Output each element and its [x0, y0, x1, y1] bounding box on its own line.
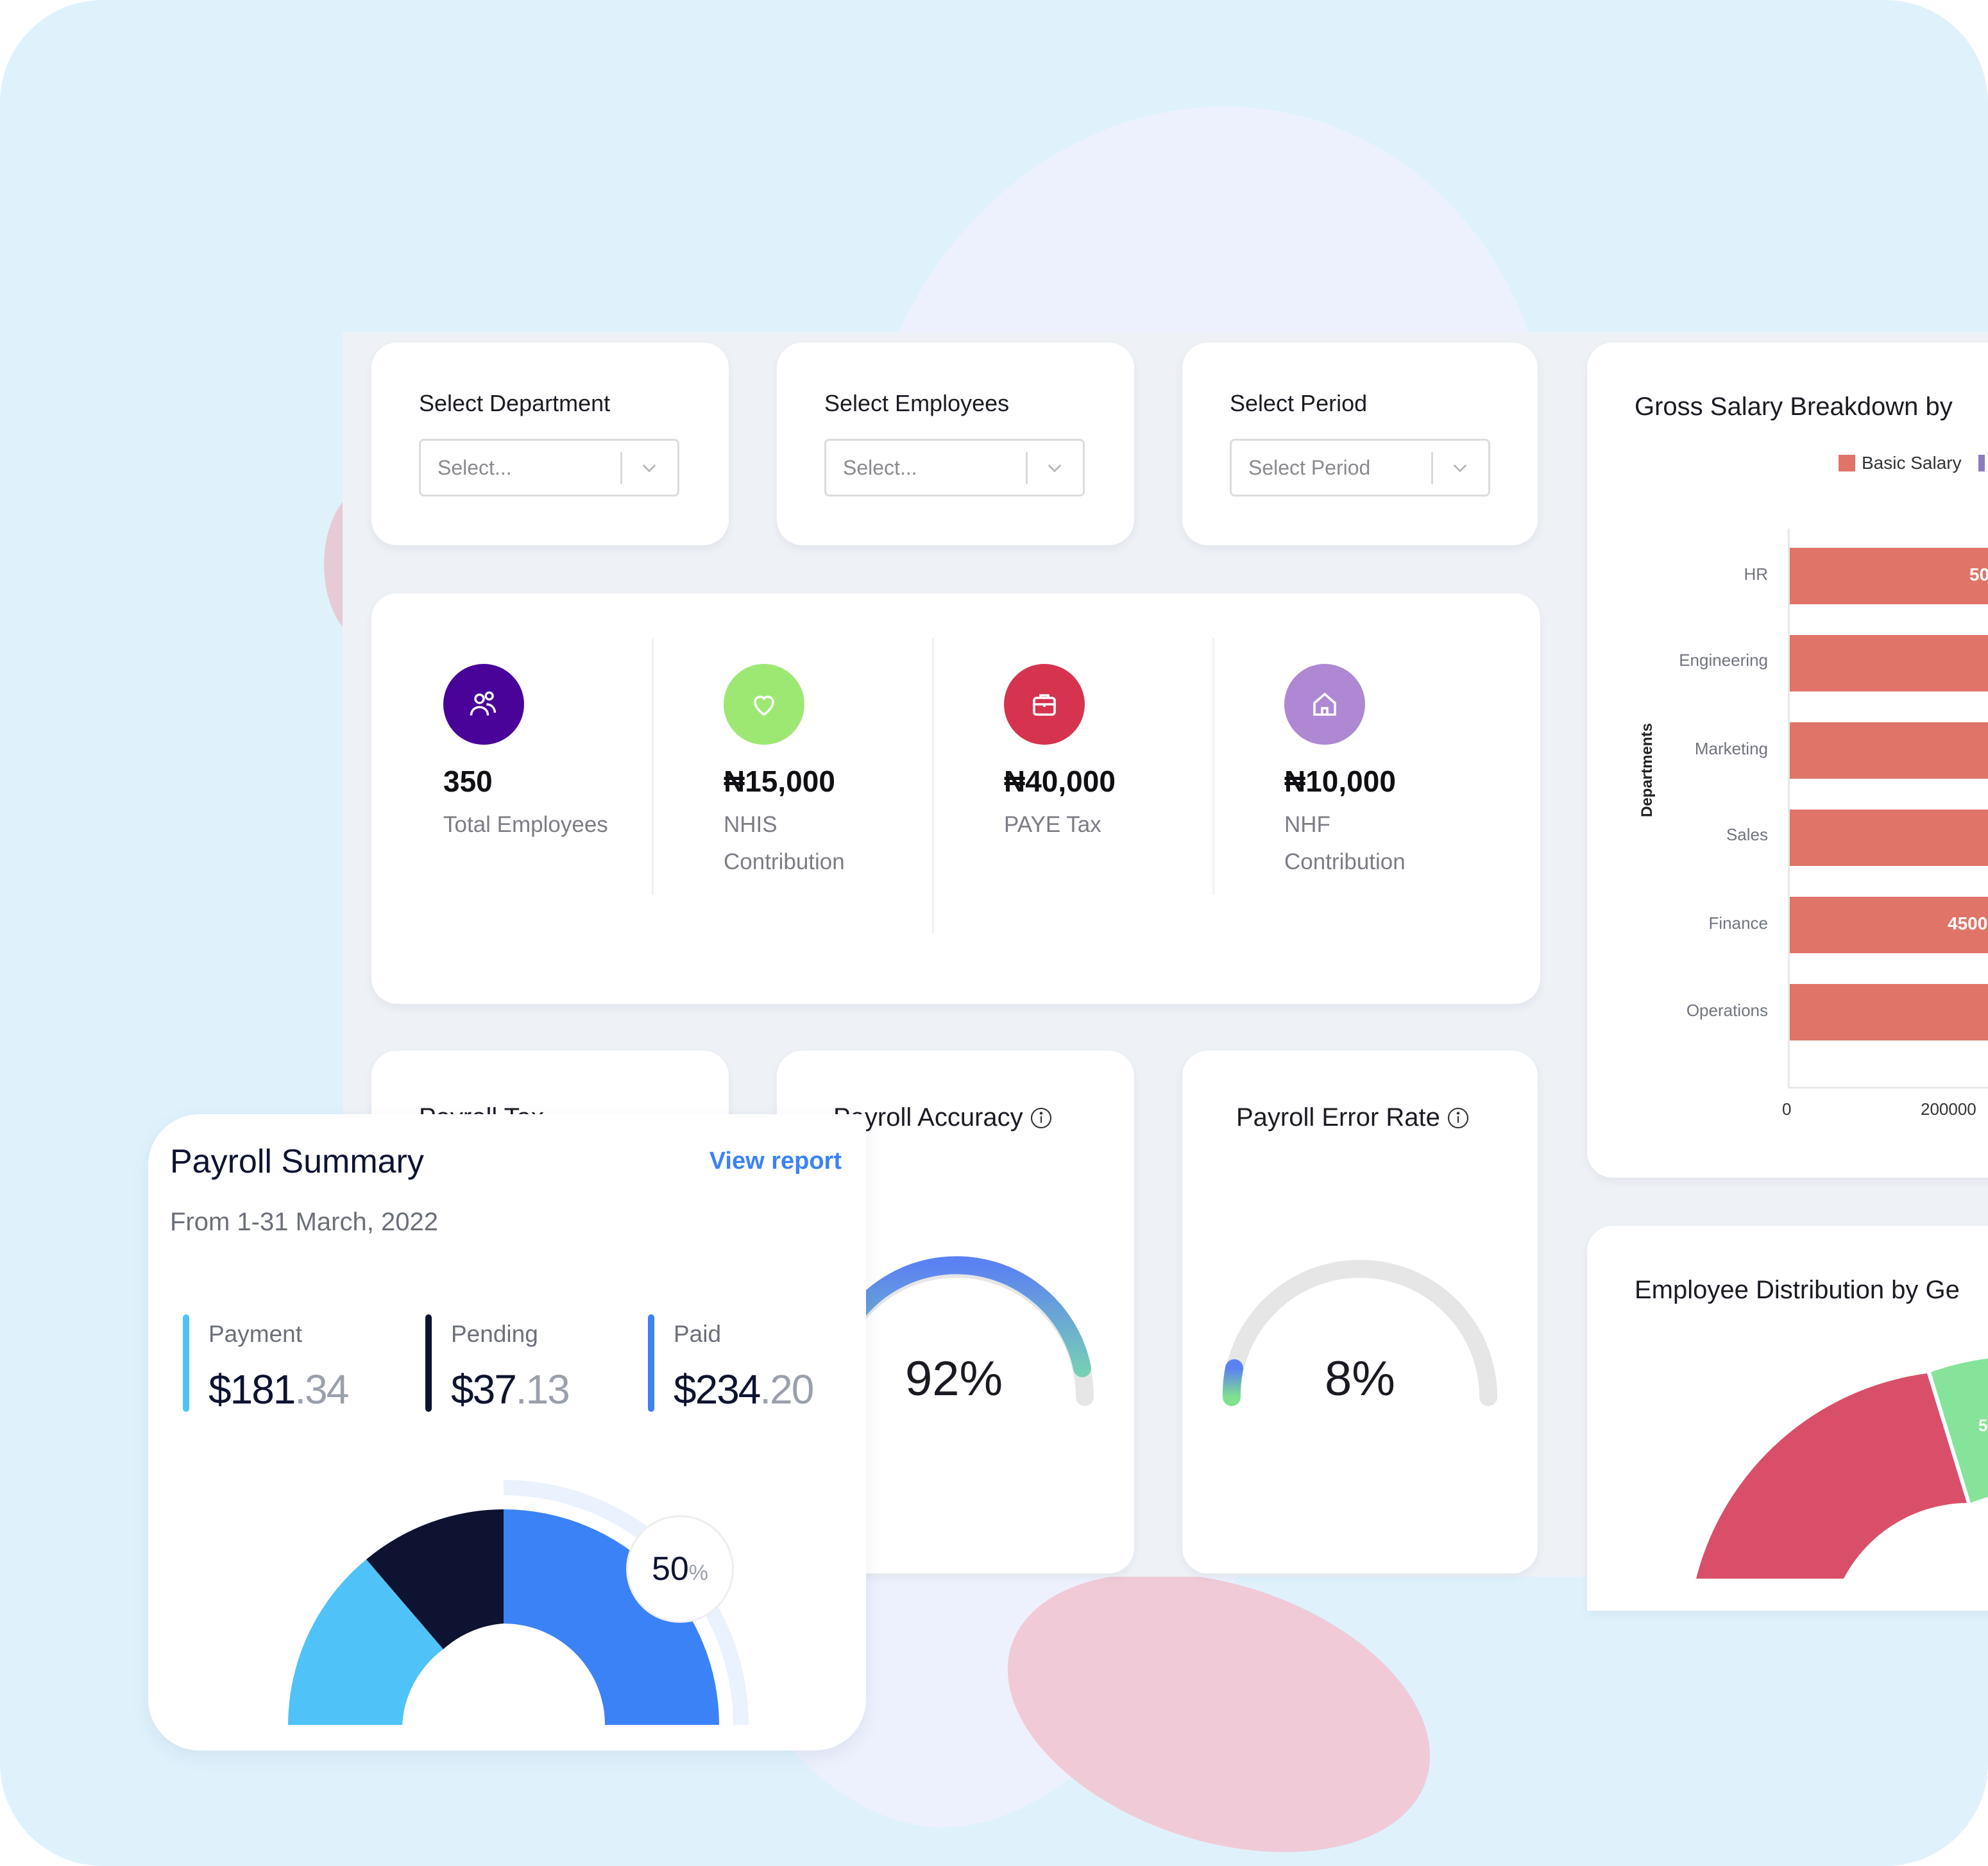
- category-label: Marketing: [1694, 739, 1768, 758]
- heart-icon: [724, 664, 804, 745]
- chart-title: Gross Salary Breakdown by: [1635, 393, 1953, 421]
- card-title: Payroll Summary: [170, 1143, 424, 1180]
- bar-marketing[interactable]: [1790, 722, 1988, 779]
- bar-hr[interactable]: 50: [1790, 548, 1988, 604]
- metric-payment: Payment $181.34: [183, 1314, 349, 1412]
- divider: [932, 638, 934, 933]
- bar-operations[interactable]: [1790, 984, 1988, 1040]
- metric-pending: Pending $37.13: [425, 1314, 570, 1412]
- stat-label: PAYE Tax: [1004, 812, 1101, 837]
- metric-amount: $37.13: [451, 1366, 570, 1412]
- metric-amount: $181.34: [208, 1366, 349, 1412]
- select-placeholder: Select...: [843, 456, 917, 479]
- stat-value: 350: [443, 765, 493, 798]
- badge-value: 50: [651, 1550, 689, 1588]
- metric-color-bar: [648, 1314, 654, 1412]
- x-tick: 200000: [1921, 1099, 1976, 1119]
- employees-select[interactable]: Select...: [824, 439, 1085, 496]
- stats-card: 350 Total Employees ₦15,000 NHIS Contrib…: [371, 593, 1540, 1004]
- filter-label: Select Department: [419, 390, 611, 416]
- category-label: Sales: [1726, 825, 1768, 844]
- filter-label: Select Employees: [824, 390, 1010, 416]
- divider: [652, 638, 654, 895]
- divider: [1212, 638, 1214, 895]
- badge-unit: %: [688, 1560, 709, 1585]
- metric-label: Payment: [208, 1321, 303, 1347]
- card-title: Payroll Accuracy: [833, 1103, 1053, 1132]
- x-axis-line: [1788, 1087, 1988, 1089]
- filter-card-period: Select Period Select Period: [1182, 343, 1538, 545]
- chart-legend: Basic Salary: [1839, 453, 1985, 473]
- card-title: Payroll Error Rate: [1236, 1103, 1470, 1132]
- filter-card-employees: Select Employees Select...: [777, 343, 1134, 545]
- metric-label: Paid: [674, 1321, 722, 1347]
- error-rate-gauge: [1222, 1260, 1497, 1406]
- home-icon: [1284, 664, 1365, 745]
- x-tick: 0: [1782, 1099, 1792, 1119]
- metric-amount: $234.20: [674, 1366, 814, 1412]
- bar-sales[interactable]: [1790, 810, 1988, 866]
- info-icon[interactable]: [1447, 1107, 1470, 1130]
- metric-label: Pending: [451, 1321, 538, 1347]
- stat-nhis: ₦15,000 NHIS Contribution: [724, 664, 878, 881]
- stat-nhf: ₦10,000 NHF Contribution: [1284, 664, 1438, 881]
- stat-label: Total Employees: [443, 812, 608, 837]
- category-label: Engineering: [1679, 650, 1768, 670]
- y-axis-line: [1788, 529, 1790, 1087]
- legend-label[interactable]: Basic Salary: [1862, 453, 1962, 473]
- stat-label: NHF Contribution: [1284, 812, 1406, 874]
- bar-value: 4500: [1948, 913, 1988, 933]
- slice-label: 5.: [1978, 1416, 1988, 1435]
- select-separator: [620, 452, 622, 484]
- gauge-value: 92%: [905, 1352, 1003, 1406]
- chevron-down-icon[interactable]: [639, 457, 659, 478]
- gauge-value: 8%: [1325, 1352, 1395, 1406]
- select-separator: [1431, 452, 1433, 484]
- filter-card-department: Select Department Select...: [371, 343, 729, 545]
- stat-value: ₦15,000: [724, 765, 835, 798]
- bar-finance[interactable]: 4500: [1790, 897, 1988, 953]
- select-separator: [1026, 452, 1028, 484]
- metric-color-bar: [425, 1314, 432, 1412]
- category-label: HR: [1744, 564, 1768, 584]
- stat-paye: ₦40,000 PAYE Tax: [1004, 664, 1196, 844]
- gender-donut-chart: 5.: [1696, 1358, 1988, 1579]
- briefcase-icon: [1004, 664, 1085, 745]
- payroll-summary-card: Payroll Summary View report From 1-31 Ma…: [148, 1114, 866, 1751]
- period-select[interactable]: Select Period: [1230, 439, 1490, 496]
- stat-value: ₦40,000: [1004, 765, 1116, 798]
- filter-label: Select Period: [1230, 390, 1368, 416]
- date-range: From 1-31 March, 2022: [170, 1208, 438, 1236]
- category-label: Finance: [1708, 913, 1769, 933]
- employee-distribution-card: Employee Distribution by Ge 5.: [1587, 1226, 1988, 1611]
- bar-value: 50: [1969, 564, 1988, 584]
- people-icon: [443, 664, 524, 745]
- percent-badge: 50%: [626, 1515, 734, 1623]
- chart-title: Employee Distribution by Ge: [1635, 1276, 1960, 1304]
- chevron-down-icon[interactable]: [1450, 457, 1470, 478]
- stat-label: NHIS Contribution: [724, 812, 845, 874]
- legend-swatch: [1839, 455, 1855, 471]
- stat-value: ₦10,000: [1284, 765, 1396, 798]
- view-report-link[interactable]: View report: [709, 1148, 842, 1175]
- payroll-error-rate-card: Payroll Error Rate 8%: [1182, 1051, 1538, 1573]
- gross-salary-chart-card: Gross Salary Breakdown by Basic Salary D…: [1587, 343, 1988, 1178]
- select-placeholder: Select...: [438, 456, 512, 479]
- select-placeholder: Select Period: [1248, 456, 1371, 479]
- info-icon[interactable]: [1030, 1107, 1053, 1130]
- bar-engineering[interactable]: [1790, 635, 1988, 691]
- y-axis-label: Departments: [1638, 723, 1656, 817]
- legend-swatch: [1978, 455, 1985, 471]
- card-title-text: Payroll Error Rate: [1236, 1103, 1440, 1132]
- chevron-down-icon[interactable]: [1044, 457, 1065, 478]
- stat-total-employees: 350 Total Employees: [443, 664, 636, 844]
- metric-paid: Paid $234.20: [648, 1314, 814, 1412]
- department-select[interactable]: Select...: [419, 439, 679, 496]
- metric-color-bar: [183, 1314, 189, 1412]
- category-label: Operations: [1686, 1001, 1768, 1020]
